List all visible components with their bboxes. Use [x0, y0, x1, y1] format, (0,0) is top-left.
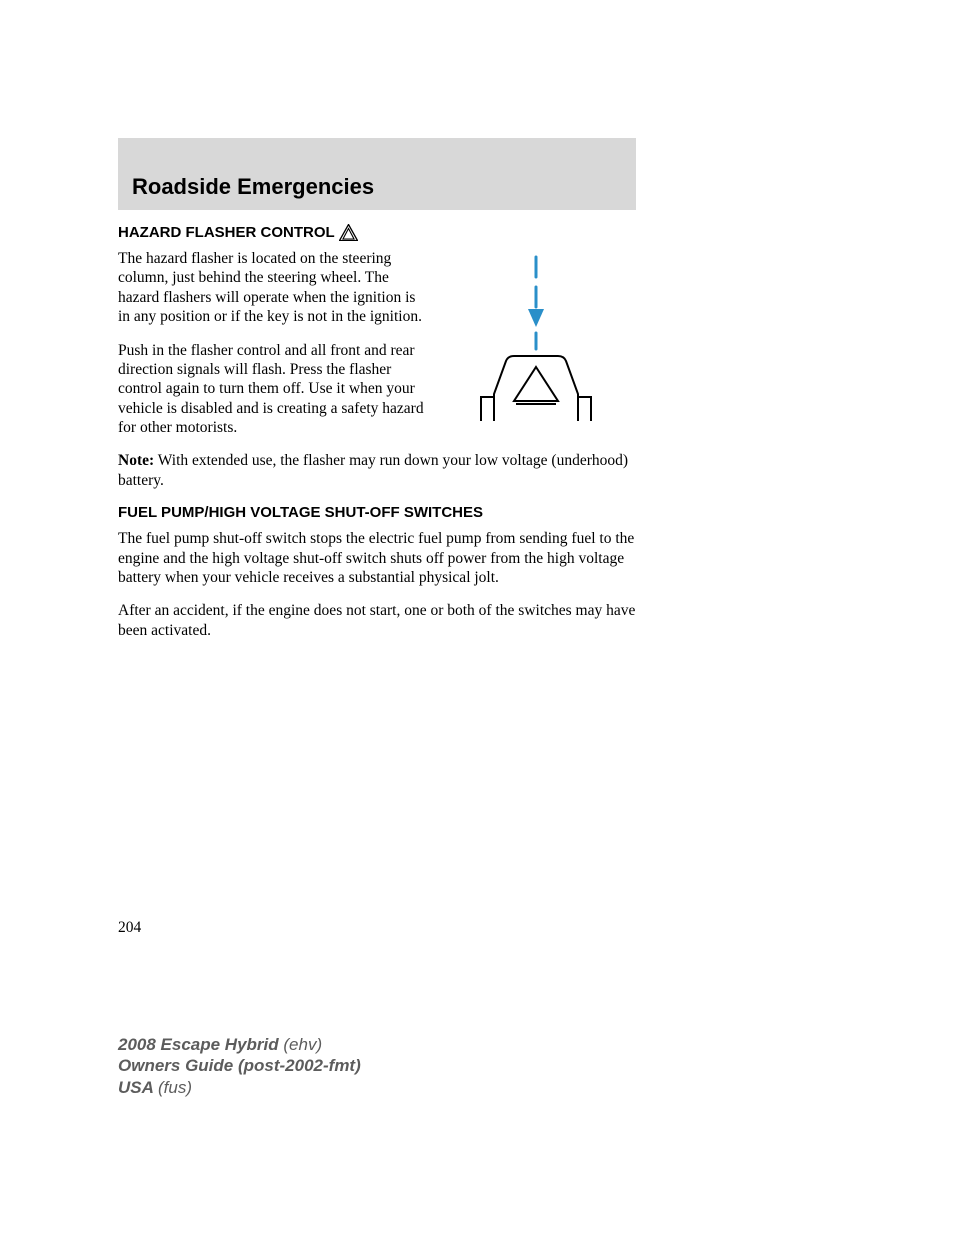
- footer-line3-ital: (fus): [158, 1078, 192, 1097]
- hazard-note: Note: With extended use, the flasher may…: [118, 451, 636, 490]
- footer-line2-bold: Owners Guide (post-2002-fmt): [118, 1056, 361, 1075]
- section-heading-hazard: HAZARD FLASHER CONTROL: [118, 224, 636, 241]
- hazard-para-1: The hazard flasher is located on the ste…: [118, 249, 426, 327]
- footer-block: 2008 Escape Hybrid (ehv) Owners Guide (p…: [118, 1034, 361, 1098]
- fuel-para-1: The fuel pump shut-off switch stops the …: [118, 529, 636, 587]
- hazard-text-column: The hazard flasher is located on the ste…: [118, 249, 426, 451]
- section-heading-fuel: FUEL PUMP/HIGH VOLTAGE SHUT-OFF SWITCHES: [118, 504, 636, 521]
- hazard-flasher-diagram: [436, 249, 636, 444]
- hazard-para-2: Push in the flasher control and all fron…: [118, 341, 426, 438]
- section-heading-fuel-text: FUEL PUMP/HIGH VOLTAGE SHUT-OFF SWITCHES: [118, 504, 483, 521]
- hazard-body-row: The hazard flasher is located on the ste…: [118, 249, 636, 451]
- page-content: HAZARD FLASHER CONTROL The hazard flashe…: [118, 224, 636, 654]
- fuel-para-2: After an accident, if the engine does no…: [118, 601, 636, 640]
- warning-triangle-icon: [339, 224, 358, 241]
- footer-line-1: 2008 Escape Hybrid (ehv): [118, 1034, 361, 1055]
- footer-line3-bold: USA: [118, 1078, 158, 1097]
- page-number: 204: [118, 919, 141, 937]
- section-heading-hazard-text: HAZARD FLASHER CONTROL: [118, 224, 335, 241]
- chapter-header-bar: Roadside Emergencies: [118, 138, 636, 210]
- note-body: With extended use, the flasher may run d…: [118, 452, 628, 488]
- footer-line1-ital: (ehv): [283, 1035, 322, 1054]
- note-label: Note:: [118, 452, 154, 469]
- footer-line-2: Owners Guide (post-2002-fmt): [118, 1055, 361, 1076]
- chapter-title: Roadside Emergencies: [132, 174, 374, 200]
- footer-line1-bold: 2008 Escape Hybrid: [118, 1035, 283, 1054]
- footer-line-3: USA (fus): [118, 1077, 361, 1098]
